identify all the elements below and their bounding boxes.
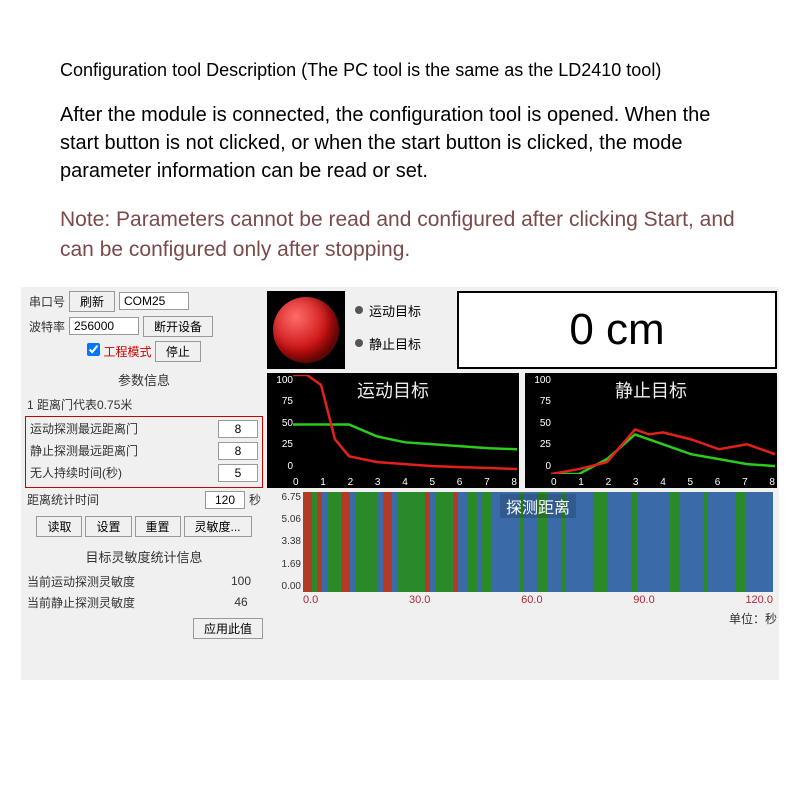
timeline-chart: 6.755.063.381.690.00 探测距离 0.030.060.090.… (267, 492, 777, 622)
dot-icon (355, 339, 363, 347)
stat-time-unit: 秒 (249, 491, 261, 508)
unmanned-input[interactable] (218, 464, 258, 482)
baud-label: 波特率 (25, 318, 65, 335)
reset-button[interactable]: 重置 (135, 516, 181, 537)
config-tool-window: 串口号 刷新 波特率 断开设备 工程模式 停止 参数信息 1 距离门代表0.75… (20, 286, 780, 681)
motion-chart: 运动目标 1007550250 012345678 (267, 373, 519, 488)
note-text: Note: Parameters cannot be read and conf… (60, 205, 740, 266)
gate-note: 1 距离门代表0.75米 (27, 396, 261, 413)
sensitivity-button[interactable]: 灵敏度... (184, 516, 252, 537)
motion-indicator: 运动目标 (355, 301, 447, 320)
left-panel: 串口号 刷新 波特率 断开设备 工程模式 停止 参数信息 1 距离门代表0.75… (25, 291, 263, 639)
params-title: 参数信息 (25, 370, 263, 389)
baud-input[interactable] (69, 317, 139, 335)
motion-gate-input[interactable] (218, 420, 258, 438)
apply-button[interactable]: 应用此值 (193, 618, 263, 639)
disconnect-button[interactable]: 断开设备 (143, 316, 213, 337)
port-input[interactable] (119, 292, 189, 310)
sens-title: 目标灵敏度统计信息 (25, 547, 263, 566)
static-sens-value: 46 (221, 594, 261, 610)
right-area: 运动目标 静止目标 0 cm 运动目标 1007550250 012345678… (267, 291, 777, 622)
motion-sens-value: 100 (221, 573, 261, 589)
status-led-icon (273, 297, 339, 363)
status-led-box (267, 291, 345, 369)
static-gate-input[interactable] (218, 442, 258, 460)
static-indicator: 静止目标 (355, 334, 447, 353)
port-label: 串口号 (25, 293, 65, 310)
set-button[interactable]: 设置 (85, 516, 131, 537)
static-sens-label: 当前静止探测灵敏度 (27, 594, 221, 611)
stop-button[interactable]: 停止 (155, 341, 201, 362)
motion-sens-label: 当前运动探测灵敏度 (27, 573, 221, 590)
stat-time-label: 距离统计时间 (27, 491, 205, 508)
page-title: Configuration tool Description (The PC t… (60, 60, 740, 81)
unmanned-label: 无人持续时间(秒) (30, 464, 218, 481)
eng-mode-checkbox[interactable]: 工程模式 (87, 345, 151, 359)
static-gate-label: 静止探测最远距离门 (30, 442, 218, 459)
timeline-unit: 单位：秒 (729, 610, 777, 627)
refresh-button[interactable]: 刷新 (69, 291, 115, 312)
distance-display: 0 cm (457, 291, 777, 369)
static-chart: 静止目标 1007550250 012345678 (525, 373, 777, 488)
motion-gate-label: 运动探测最远距离门 (30, 420, 218, 437)
description-text: After the module is connected, the confi… (60, 101, 740, 185)
stat-time-input[interactable] (205, 491, 245, 509)
dot-icon (355, 306, 363, 314)
read-button[interactable]: 读取 (36, 516, 82, 537)
